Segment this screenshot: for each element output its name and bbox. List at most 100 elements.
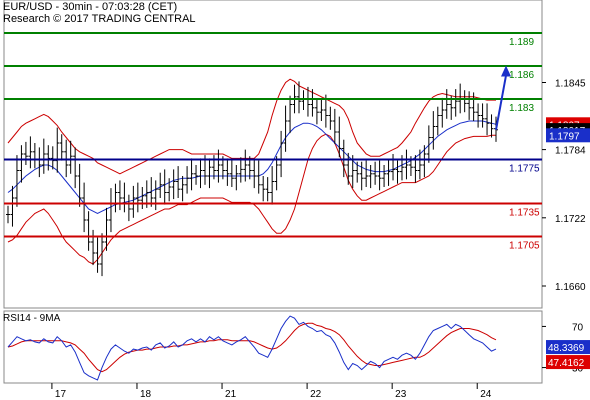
price-bar: [256, 160, 261, 194]
price-bar: [149, 177, 154, 207]
price-bar: [59, 134, 64, 161]
price-bar: [37, 147, 42, 178]
price-bar: [23, 141, 28, 165]
price-bar: [131, 185, 136, 218]
price-bar: [404, 149, 409, 180]
price-bar: [426, 125, 431, 163]
time-axis-tick-label: 17: [55, 389, 67, 400]
price-bar: [55, 127, 60, 173]
price-bar: [225, 158, 230, 186]
price-bar: [444, 89, 449, 119]
rsi-line: [7, 315, 497, 381]
time-axis-tick-label: 21: [225, 389, 237, 400]
price-bar: [288, 95, 293, 134]
price-bar: [467, 91, 472, 120]
price-bar: [431, 111, 436, 150]
price-bar: [216, 149, 221, 183]
chart-title: EUR/USD - 30min - 07:03:28 (CET): [3, 1, 178, 13]
price-bar: [108, 188, 113, 233]
price-bar: [350, 155, 355, 189]
price-bar: [453, 89, 458, 117]
price-bar: [243, 149, 248, 182]
price-bar: [122, 182, 127, 213]
price-bar: [171, 169, 176, 200]
price-bar: [229, 158, 234, 187]
price-bar: [238, 157, 243, 183]
price-bar: [270, 166, 275, 205]
time-axis-tick-label: 22: [310, 389, 322, 400]
price-bar: [46, 145, 51, 171]
price-bar: [265, 177, 270, 202]
price-bar: [50, 146, 55, 170]
price-bar: [417, 149, 422, 180]
price-bar: [377, 160, 382, 191]
price-bar: [185, 166, 190, 194]
price-bar: [485, 103, 490, 136]
rsi-axis-tick-label: 70: [572, 322, 584, 333]
price-bar: [386, 159, 391, 186]
price-bar: [382, 165, 387, 187]
price-bar: [234, 165, 239, 191]
price-bar: [323, 94, 328, 128]
level-label: 1.1775: [509, 164, 540, 175]
price-bar: [6, 205, 10, 224]
price-bar: [274, 156, 279, 191]
price-bar: [95, 237, 100, 273]
price-bar: [462, 90, 467, 113]
bollinger-lower-line: [7, 133, 496, 265]
price-bar: [359, 161, 364, 191]
price-tag-box: [546, 128, 590, 143]
rsi-panel-frame: [3, 310, 543, 384]
price-bar: [100, 233, 105, 277]
chart-subtitle: Research © 2017 TRADING CENTRAL: [3, 13, 196, 25]
price-axis-tick-label: 1.1660: [555, 282, 586, 293]
price-bar: [301, 90, 306, 110]
price-tag-label: 1.1797: [549, 131, 580, 142]
price-bar: [64, 139, 69, 178]
rsi-value-tag-label: 48.3369: [548, 343, 585, 354]
price-bar: [162, 169, 167, 205]
time-axis-tick-label: 24: [480, 389, 492, 400]
price-bar: [346, 152, 351, 185]
level-label: 1.1705: [509, 241, 540, 252]
price-bar: [261, 176, 266, 202]
price-bar: [41, 138, 46, 174]
price-bar: [135, 182, 140, 213]
price-bar: [73, 147, 78, 189]
price-bar: [10, 185, 15, 227]
price-bar: [207, 158, 212, 189]
price-bar: [167, 178, 172, 202]
price-bar: [117, 180, 122, 211]
price-bar: [368, 165, 373, 189]
price-bar: [91, 229, 96, 266]
rsi-value-tag-box: [546, 340, 590, 355]
price-bar: [373, 161, 378, 185]
level-label: 1.183: [509, 103, 534, 114]
rsi-ma-value-tag-label: 47.4162: [548, 358, 585, 369]
level-label: 1.186: [509, 70, 534, 81]
price-bar: [32, 143, 37, 169]
price-bar: [395, 160, 400, 184]
moving-average-line: [7, 120, 497, 214]
rsi-ma-line: [7, 322, 497, 373]
price-bar: [19, 145, 24, 183]
price-bar: [126, 194, 131, 222]
price-bar: [440, 97, 445, 128]
price-bar: [86, 211, 91, 251]
price-bar: [364, 160, 369, 187]
time-axis-tick-label: 18: [140, 389, 152, 400]
price-bar: [198, 158, 203, 189]
price-bar: [140, 187, 145, 209]
price-bar: [279, 130, 284, 178]
rsi-panel-title: RSI14 - 9MA: [3, 313, 61, 324]
price-bar: [314, 99, 319, 125]
price-bar: [435, 106, 440, 136]
price-bar: [77, 163, 82, 207]
price-axis-tick-label: 1.1722: [555, 214, 586, 225]
price-bar: [476, 103, 481, 128]
price-bar: [14, 155, 19, 207]
price-bar: [252, 158, 257, 189]
price-bar: [355, 161, 360, 183]
